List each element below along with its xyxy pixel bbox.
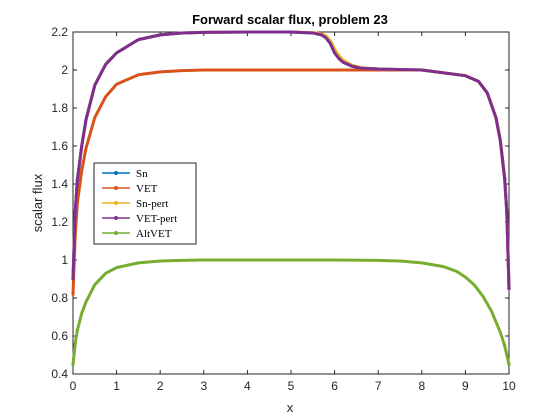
y-tick-label: 1.4 <box>51 177 68 191</box>
legend-label: Sn-pert <box>136 198 168 210</box>
series-marker <box>507 362 511 367</box>
y-tick-label: 2.2 <box>51 25 68 39</box>
x-tick-label: 8 <box>418 379 425 393</box>
legend-marker <box>114 186 118 190</box>
x-tick-label: 5 <box>288 379 295 393</box>
legend-marker <box>114 216 118 220</box>
x-tick-label: 10 <box>502 379 516 393</box>
chart-title: Forward scalar flux, problem 23 <box>192 12 388 27</box>
legend-label: Sn <box>136 168 148 180</box>
series-marker <box>71 362 75 367</box>
x-tick-label: 2 <box>157 379 164 393</box>
x-tick-label: 7 <box>375 379 382 393</box>
series-marker <box>75 328 79 332</box>
series-marker <box>71 277 75 281</box>
legend-marker <box>114 201 118 205</box>
series-line-altvet <box>71 258 511 366</box>
x-axis-title: x <box>287 400 294 415</box>
legend-marker <box>114 171 118 175</box>
legend-label: AltVET <box>136 228 172 240</box>
y-tick-label: 1.2 <box>51 215 68 229</box>
series-layer <box>71 30 511 367</box>
series-marker <box>507 286 511 291</box>
x-tick-label: 4 <box>244 379 251 393</box>
series-marker <box>73 210 77 215</box>
legend-label: VET <box>136 183 158 195</box>
series-line-vet-pert <box>71 30 511 290</box>
series-marker <box>71 292 75 296</box>
series-marker <box>503 176 507 180</box>
legend-label: VET-pert <box>136 213 177 225</box>
legend-marker <box>114 231 118 235</box>
y-axis-title: scalar flux <box>30 173 45 232</box>
x-tick-label: 0 <box>70 379 77 393</box>
y-tick-label: 1.8 <box>51 101 68 115</box>
series-marker <box>75 178 79 182</box>
legend: Sn VET Sn-pert VET-pert AltVET <box>93 162 197 245</box>
axis-ticks: 0 1 2 3 4 5 6 7 8 9 10 0.4 0.6 0.8 1 1.2 1.4 1.6 1.8 2 2.2 <box>51 25 516 393</box>
series-marker <box>73 342 77 346</box>
y-tick-label: 1.6 <box>51 139 68 153</box>
series-marker <box>505 210 509 215</box>
y-tick-label: 0.6 <box>51 329 68 343</box>
y-tick-label: 0.4 <box>51 367 68 381</box>
series-marker <box>503 343 507 348</box>
x-tick-label: 9 <box>462 379 469 393</box>
y-tick-label: 2 <box>61 63 68 77</box>
x-tick-label: 6 <box>331 379 338 393</box>
y-tick-label: 1 <box>61 253 68 267</box>
x-tick-label: 1 <box>113 379 120 393</box>
y-tick-label: 0.8 <box>51 291 68 305</box>
x-tick-label: 3 <box>200 379 207 393</box>
